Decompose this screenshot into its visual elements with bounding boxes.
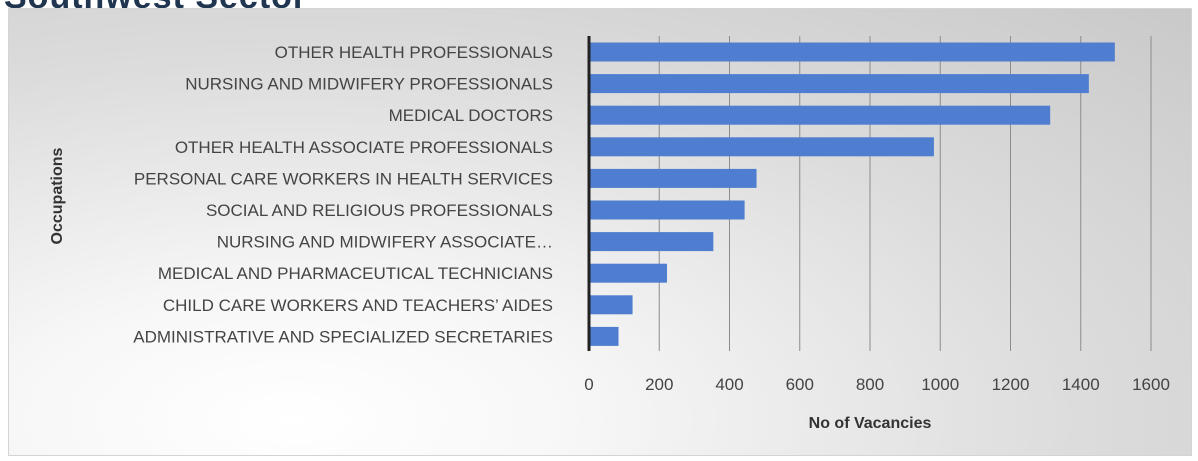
- y-axis-title: Occupations: [49, 147, 66, 244]
- bar: [589, 42, 1115, 62]
- x-tick-label: 600: [786, 375, 814, 394]
- bar: [589, 168, 757, 188]
- bar: [589, 74, 1089, 94]
- bars: [589, 42, 1115, 346]
- category-label: PERSONAL CARE WORKERS IN HEALTH SERVICES: [134, 169, 553, 188]
- tick-labels: 0 200 400 600 800 1000 1200 1400 1600: [584, 375, 1170, 394]
- x-tick-label: 400: [715, 375, 743, 394]
- bar: [589, 105, 1051, 125]
- x-axis-title: No of Vacancies: [809, 415, 932, 432]
- x-tick-label: 1200: [992, 375, 1030, 394]
- bar: [589, 263, 667, 283]
- x-tick-label: 1000: [921, 375, 959, 394]
- x-tick-label: 1400: [1062, 375, 1100, 394]
- category-label: SOCIAL AND RELIGIOUS PROFESSIONALS: [206, 201, 553, 220]
- x-tick-label: 800: [856, 375, 884, 394]
- x-tick-label: 0: [584, 375, 593, 394]
- bar: [589, 200, 745, 220]
- x-tick-label: 1600: [1132, 375, 1170, 394]
- category-label: ADMINISTRATIVE AND SPECIALIZED SECRETARI…: [133, 327, 553, 346]
- bar: [589, 326, 619, 346]
- bar: [589, 232, 714, 252]
- category-label: CHILD CARE WORKERS AND TEACHERS’ AIDES: [163, 296, 553, 315]
- category-label: NURSING AND MIDWIFERY PROFESSIONALS: [185, 75, 553, 94]
- category-label: MEDICAL DOCTORS: [389, 106, 553, 125]
- category-labels: OTHER HEALTH PROFESSIONALS NURSING AND MI…: [133, 43, 553, 346]
- bar: [589, 137, 934, 157]
- category-label: NURSING AND MIDWIFERY ASSOCIATE…: [217, 233, 553, 252]
- category-label: OTHER HEALTH PROFESSIONALS: [275, 43, 553, 62]
- x-tick-label: 200: [645, 375, 673, 394]
- bar: [589, 295, 633, 315]
- category-label: OTHER HEALTH ASSOCIATE PROFESSIONALS: [175, 138, 553, 157]
- category-label: MEDICAL AND PHARMACEUTICAL TECHNICIANS: [158, 264, 553, 283]
